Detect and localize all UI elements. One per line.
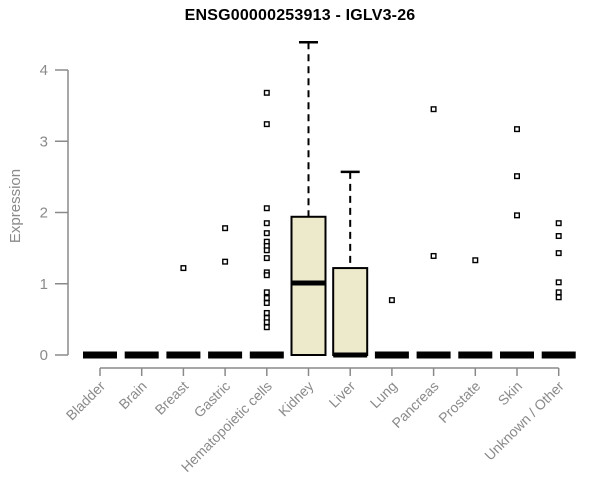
outlier-point [555, 279, 562, 286]
outlier-point [263, 205, 270, 212]
y-axis-title: Expression [7, 168, 24, 244]
outlier-point [263, 289, 270, 296]
outlier-point [263, 255, 270, 262]
x-category-label: Liver [326, 378, 359, 411]
collapsed-box [416, 351, 451, 359]
outlier-point [263, 230, 270, 237]
outlier-point [180, 265, 187, 272]
x-category-label: Bladder [63, 378, 109, 424]
outlier-point [263, 309, 270, 316]
x-category-label: Lung [367, 378, 400, 411]
collapsed-box [458, 351, 493, 359]
outlier-point [430, 252, 437, 259]
y-tick-label: 2 [40, 205, 48, 222]
outlier-point [388, 297, 395, 304]
outlier-point [263, 299, 270, 306]
collapsed-box [249, 351, 284, 359]
y-tick-label: 1 [40, 276, 48, 293]
outlier-point [263, 324, 270, 331]
x-category-label: Skin [495, 378, 526, 409]
y-tick-label: 3 [40, 133, 48, 150]
box-rect [290, 215, 327, 356]
outlier-point [472, 257, 479, 264]
collapsed-box [83, 351, 117, 359]
x-category-label: Prostate [435, 378, 483, 426]
box-rect [332, 267, 369, 357]
outlier-point [514, 126, 521, 133]
outlier-point [263, 220, 270, 227]
outlier-point [263, 295, 270, 302]
outlier-point [514, 212, 521, 219]
outlier-point [555, 289, 562, 296]
x-category-label: Brain [115, 378, 149, 412]
x-category-label: Unknown / Other [481, 378, 567, 464]
outlier-point [263, 121, 270, 128]
collapsed-box [541, 351, 576, 359]
outlier-point [555, 250, 562, 257]
outlier-point [430, 106, 437, 113]
x-category-label: Breast [152, 378, 192, 418]
collapsed-box [374, 351, 409, 359]
outlier-point [263, 247, 270, 254]
outlier-point [263, 272, 270, 279]
collapsed-box [208, 351, 243, 359]
outlier-point [555, 294, 562, 301]
x-category-label: Kidney [275, 378, 317, 420]
outlier-point [222, 258, 229, 265]
collapsed-box [124, 351, 159, 359]
y-tick-label: 0 [40, 347, 48, 364]
outlier-point [555, 220, 562, 227]
outlier-point [222, 225, 229, 232]
y-tick-label: 4 [40, 62, 48, 79]
outlier-point [263, 319, 270, 326]
outlier-point [514, 173, 521, 180]
collapsed-box [500, 351, 534, 359]
chart-title: ENSG00000253913 - IGLV3-26 [184, 7, 416, 24]
outlier-point [263, 89, 270, 96]
outlier-point [555, 233, 562, 240]
collapsed-box [166, 351, 201, 359]
